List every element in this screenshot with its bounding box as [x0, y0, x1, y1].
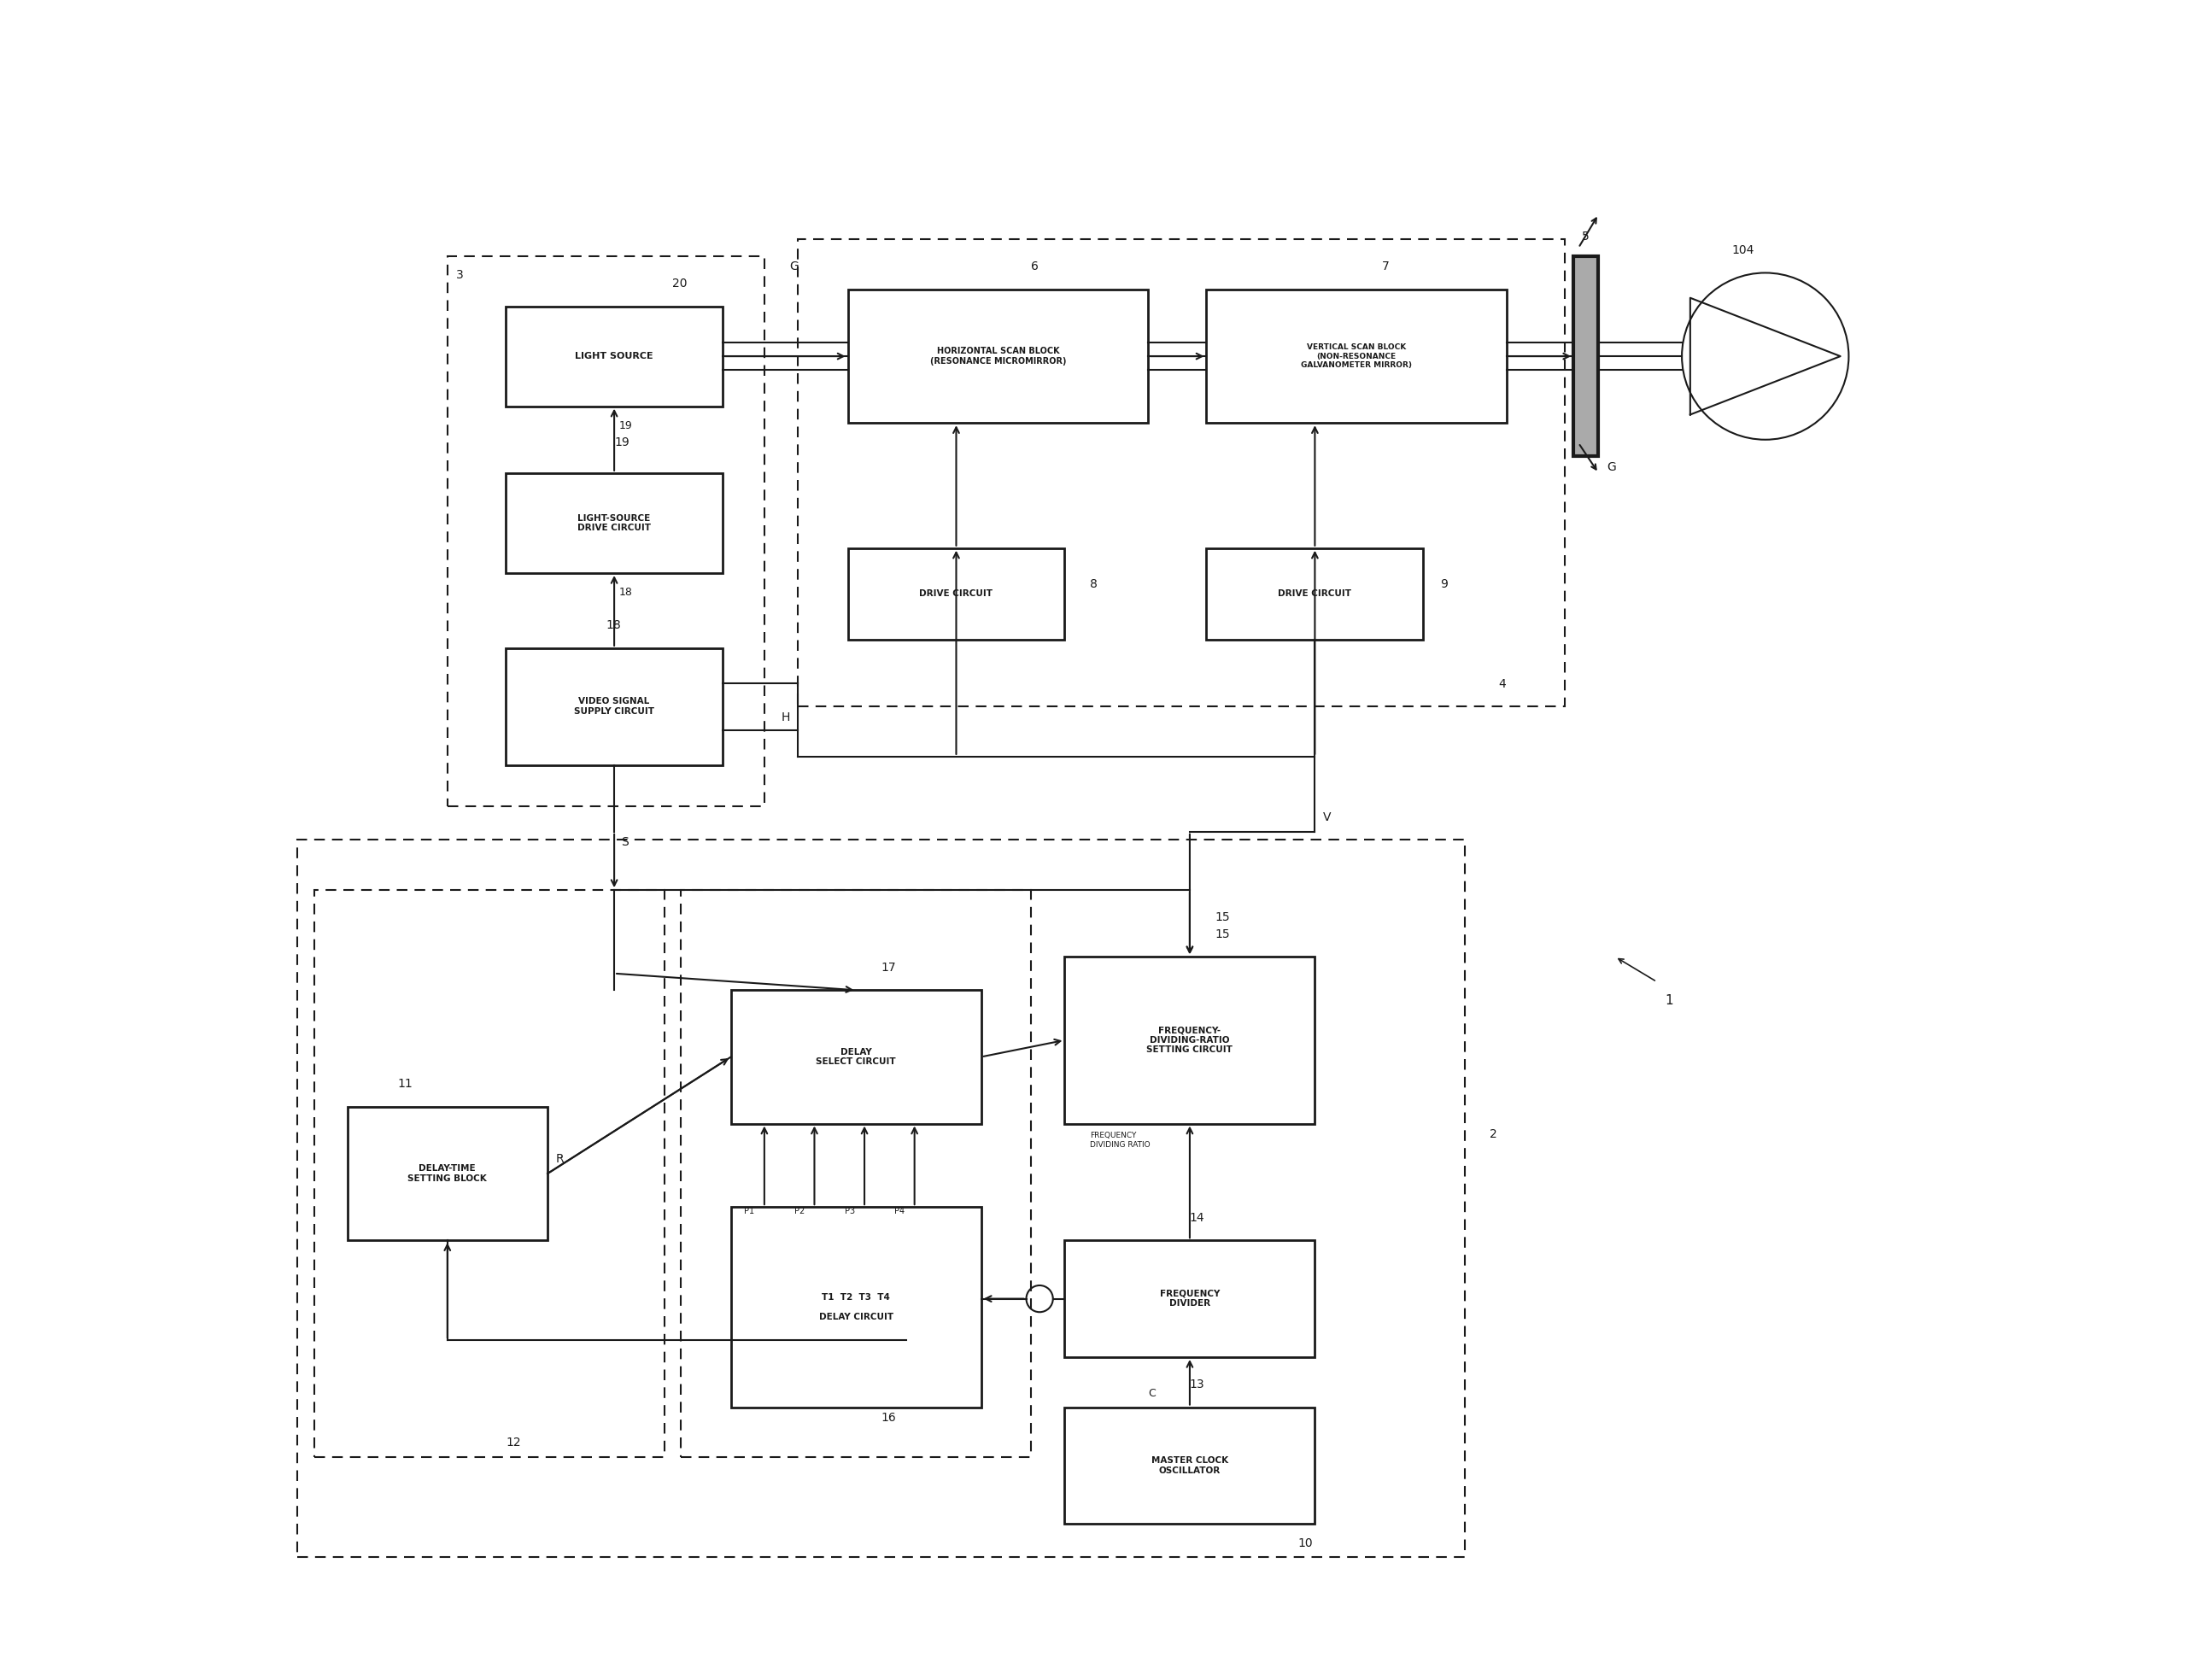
Text: LIGHT SOURCE: LIGHT SOURCE: [575, 353, 654, 361]
Text: S: S: [621, 837, 628, 848]
Text: V: V: [1324, 811, 1331, 823]
Text: P2: P2: [795, 1206, 806, 1215]
Text: DRIVE CIRCUIT: DRIVE CIRCUIT: [920, 590, 993, 598]
Bar: [731, 1206, 982, 1408]
Bar: [448, 255, 764, 806]
Text: 5: 5: [1581, 230, 1590, 244]
Text: 19: 19: [619, 420, 632, 432]
Text: 19: 19: [615, 437, 630, 449]
Text: MASTER CLOCK
OSCILLATOR: MASTER CLOCK OSCILLATOR: [1151, 1457, 1228, 1475]
Text: DELAY-TIME
SETTING BLOCK: DELAY-TIME SETTING BLOCK: [408, 1164, 488, 1183]
Text: DELAY
SELECT CIRCUIT: DELAY SELECT CIRCUIT: [817, 1048, 896, 1067]
Text: 9: 9: [1441, 578, 1447, 590]
Text: FREQUENCY
DIVIDER: FREQUENCY DIVIDER: [1159, 1290, 1219, 1309]
Text: 12: 12: [505, 1436, 520, 1448]
Bar: [296, 840, 1465, 1557]
Text: 7: 7: [1381, 260, 1390, 272]
Text: 14: 14: [1190, 1211, 1206, 1223]
Text: P3: P3: [845, 1206, 854, 1215]
Text: H: H: [782, 711, 791, 722]
Text: 1: 1: [1665, 995, 1673, 1006]
Text: 6: 6: [1032, 260, 1039, 272]
Text: G: G: [788, 260, 799, 272]
Text: G: G: [1607, 460, 1616, 474]
Bar: [314, 890, 663, 1457]
Text: C: C: [1149, 1388, 1155, 1399]
Text: 20: 20: [672, 277, 687, 289]
Text: VERTICAL SCAN BLOCK
(NON-RESONANCE
GALVANOMETER MIRROR): VERTICAL SCAN BLOCK (NON-RESONANCE GALVA…: [1300, 343, 1412, 370]
Text: 2: 2: [1491, 1129, 1498, 1141]
Bar: [347, 1107, 547, 1240]
Text: P1: P1: [744, 1206, 755, 1215]
Bar: [505, 306, 722, 407]
Text: FREQUENCY-
DIVIDING-RATIO
SETTING CIRCUIT: FREQUENCY- DIVIDING-RATIO SETTING CIRCUI…: [1146, 1026, 1232, 1055]
Text: 15: 15: [1214, 927, 1230, 941]
Bar: [505, 648, 722, 764]
Text: 13: 13: [1190, 1379, 1206, 1391]
Text: 8: 8: [1089, 578, 1098, 590]
Bar: [1065, 1408, 1315, 1524]
Bar: [1065, 1240, 1315, 1357]
Text: VIDEO SIGNAL
SUPPLY CIRCUIT: VIDEO SIGNAL SUPPLY CIRCUIT: [573, 697, 654, 716]
Text: HORIZONTAL SCAN BLOCK
(RESONANCE MICROMIRROR): HORIZONTAL SCAN BLOCK (RESONANCE MICROMI…: [929, 348, 1065, 366]
Bar: [848, 289, 1149, 423]
Text: 4: 4: [1498, 679, 1506, 690]
Text: 11: 11: [397, 1079, 413, 1090]
Text: T1  T2  T3  T4

DELAY CIRCUIT: T1 T2 T3 T4 DELAY CIRCUIT: [819, 1294, 894, 1320]
Bar: [797, 240, 1566, 707]
Text: 18: 18: [606, 620, 621, 632]
Text: FREQUENCY
DIVIDING RATIO: FREQUENCY DIVIDING RATIO: [1089, 1132, 1151, 1149]
Bar: [731, 990, 982, 1124]
Bar: [1206, 548, 1423, 640]
Bar: [848, 548, 1065, 640]
Text: 16: 16: [881, 1411, 896, 1425]
Bar: [681, 890, 1032, 1457]
Text: 10: 10: [1298, 1537, 1313, 1549]
Text: 3: 3: [457, 269, 463, 281]
Bar: [1575, 255, 1599, 457]
Text: 17: 17: [881, 961, 896, 973]
Text: 104: 104: [1733, 244, 1755, 255]
Text: 15: 15: [1214, 912, 1230, 924]
Text: R: R: [556, 1154, 564, 1166]
Bar: [505, 474, 722, 573]
Text: 18: 18: [619, 586, 632, 598]
Bar: [1206, 289, 1506, 423]
Bar: [1065, 958, 1315, 1124]
Text: LIGHT-SOURCE
DRIVE CIRCUIT: LIGHT-SOURCE DRIVE CIRCUIT: [578, 514, 650, 533]
Text: DRIVE CIRCUIT: DRIVE CIRCUIT: [1278, 590, 1351, 598]
Text: P4: P4: [894, 1206, 905, 1215]
